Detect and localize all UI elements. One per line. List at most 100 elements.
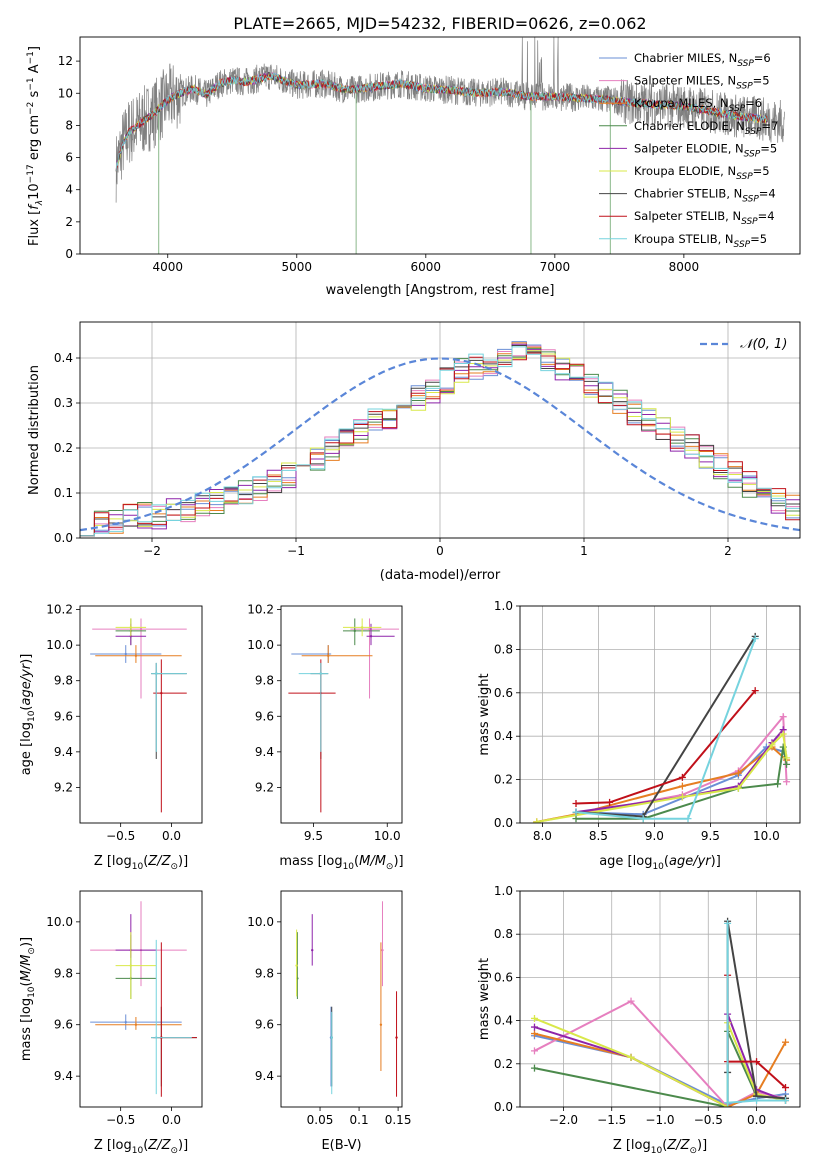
data-point: [368, 627, 371, 631]
data-point: [134, 654, 138, 658]
label-part: )]: [178, 1138, 188, 1153]
label-part: =4: [758, 209, 775, 223]
data-point: [327, 654, 330, 658]
y-tick-label: 2: [65, 215, 73, 229]
x-tick-label: −2.0: [549, 1113, 578, 1127]
plus-marker: [734, 769, 742, 777]
label-part: SSP: [736, 172, 753, 182]
x-tick-label: 10.0: [753, 829, 780, 843]
label-part: )]: [19, 654, 34, 664]
y-tick-label: 0.0: [54, 531, 73, 545]
label-part: 10: [651, 1146, 663, 1156]
label-part: age [log: [599, 854, 652, 869]
label-part: Kroupa MILES, N: [634, 96, 729, 110]
x-tick-label: −1: [287, 544, 305, 558]
label-part: Kroupa STELIB, N: [634, 232, 734, 246]
y-tick-label: 0.4: [54, 351, 73, 365]
model-spectrum-8: [115, 72, 768, 172]
panel-age_vs_mass: 9.5 10.0 9.2 9.4 9.6 9.8 10.0 10.2 mass [log10(M…: [247, 603, 403, 872]
plus-marker: [530, 1064, 538, 1072]
data-point: [134, 1023, 138, 1026]
plus-marker: [530, 1014, 538, 1022]
x-axis-label: Z [log10(Z/Z⊙)]: [94, 854, 188, 872]
label-part: ⊙: [386, 862, 394, 872]
label-part: 10: [652, 862, 664, 872]
y-tick-label: 10: [58, 86, 73, 100]
label-part: ⊙: [170, 862, 178, 872]
x-tick-label: −1.5: [597, 1113, 626, 1127]
label-part: )]: [393, 854, 403, 869]
plus-marker: [678, 793, 686, 801]
y-axis-label: age [log10(age/yr)]: [19, 654, 37, 776]
plus-marker: [678, 773, 686, 781]
label-part: )]: [19, 937, 34, 947]
plus-marker: [572, 808, 580, 816]
label-part: M/M: [19, 955, 34, 982]
label-part: −1: [26, 51, 36, 64]
x-tick-label: −0.5: [106, 829, 135, 843]
grid: [80, 322, 800, 539]
x-tick-label: 7000: [540, 260, 571, 274]
x-tick-label: 2: [724, 544, 732, 558]
axes-frame: [280, 890, 403, 1108]
y-tick-label: 0.2: [494, 773, 513, 787]
plus-marker: [724, 1099, 732, 1107]
panel-residual_hist: −2 −1 0 1 2 0.0 0.1 0.2 0.3 0.4 𝒩(0, 1) (data-model…: [27, 321, 801, 583]
x-tick-label: 8000: [669, 260, 700, 274]
legend-label: Salpeter STELIB, NSSP=4: [634, 209, 775, 227]
plot-area: [115, 37, 785, 254]
y-tick-label: 1.0: [494, 884, 513, 898]
label-part: ]: [27, 46, 42, 51]
plus-marker: [783, 778, 791, 786]
x-tick-label: 1: [580, 544, 588, 558]
y-tick-label: 9.6: [255, 1018, 274, 1032]
x-tick-label: 4000: [152, 260, 183, 274]
legend-label: Chabrier MILES, NSSP=6: [634, 51, 771, 69]
y-tick-label: 9.4: [54, 745, 73, 759]
label-part: Chabrier MILES, N: [634, 51, 737, 65]
data-point: [129, 964, 133, 967]
axes-frame: [280, 605, 403, 824]
y-tick-label: 0.1: [54, 486, 73, 500]
label-part: Z [log: [613, 1138, 651, 1153]
x-tick-label: 9.0: [645, 829, 664, 843]
label-part: mass [log: [279, 854, 342, 869]
y-tick-label: 0.2: [54, 441, 73, 455]
label-part: A: [27, 64, 42, 77]
plot-area: [533, 632, 791, 823]
data-point: [381, 948, 384, 952]
legend-label: Salpeter MILES, NSSP=5: [634, 74, 770, 92]
label-part: mass [log: [19, 998, 34, 1061]
mass-weight-line: [575, 638, 757, 820]
label-part: SSP: [734, 240, 751, 250]
label-part: 10: [132, 1146, 144, 1156]
data-point: [129, 626, 133, 629]
plus-marker: [530, 1047, 538, 1055]
x-tick-label: 0.15: [385, 1113, 412, 1127]
x-axis-label: Z [log10(Z/Z⊙)]: [94, 1138, 188, 1156]
y-tick-label: 9.2: [255, 780, 274, 794]
axes-frame: [519, 605, 801, 824]
label-part: SSP: [736, 82, 753, 92]
label-part: −1: [26, 77, 36, 90]
y-tick-label: 4: [65, 183, 73, 197]
x-axis-label: age [log10(age/yr)]: [599, 854, 721, 872]
label-part: )]: [711, 854, 721, 869]
y-tick-label: 10.0: [247, 915, 274, 929]
plot-area: [530, 917, 790, 1107]
label-part: SSP: [737, 59, 754, 69]
y-tick-label: 10.0: [46, 915, 73, 929]
legend-label: Chabrier ELODIE, NSSP=7: [634, 119, 778, 137]
label-part: (: [354, 854, 359, 869]
x-axis-label: mass [log10(M/M⊙)]: [279, 854, 403, 872]
figure-title: PLATE=2665, MJD=54232, FIBERID=0626, z=0…: [233, 14, 646, 33]
plus-marker: [783, 754, 791, 762]
mass-weight-line: [575, 689, 756, 805]
label-part: −17: [26, 164, 36, 183]
label-part: wavelength [Angstrom, rest frame]: [326, 283, 555, 298]
y-tick-label: 9.8: [255, 674, 274, 688]
label-part: age/yr: [669, 854, 712, 869]
label-part: Z/Z: [147, 854, 171, 869]
y-tick-label: 10.0: [46, 638, 73, 652]
